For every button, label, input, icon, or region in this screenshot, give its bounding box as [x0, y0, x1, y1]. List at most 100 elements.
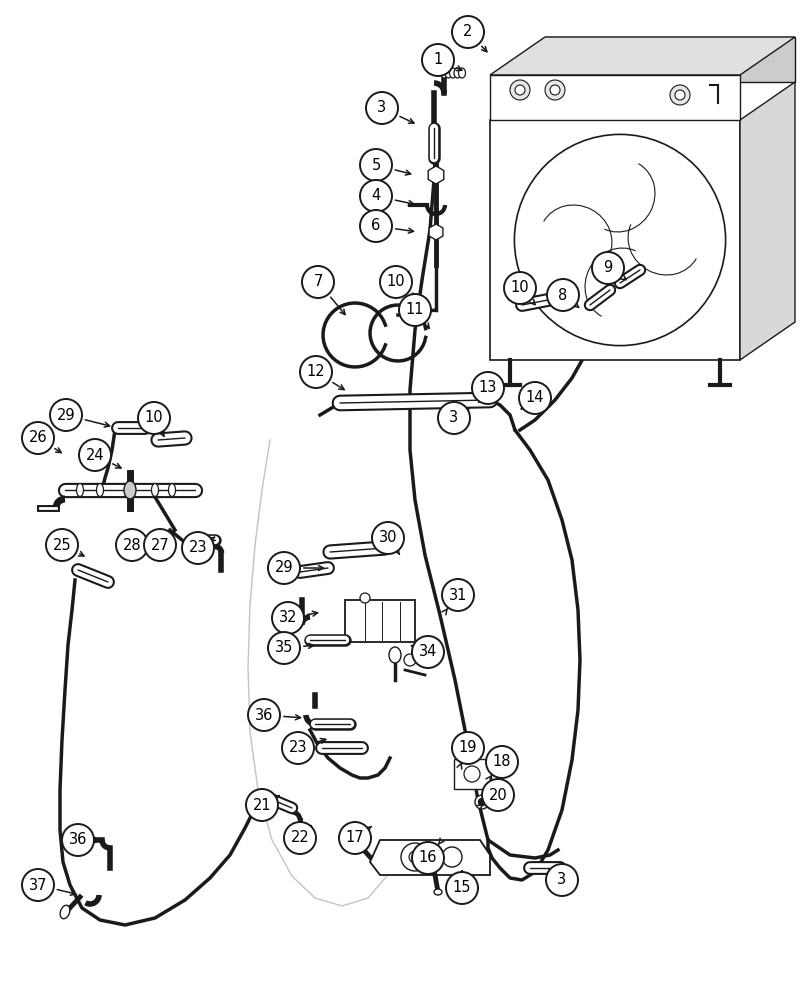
- Text: 29: 29: [274, 560, 294, 576]
- Circle shape: [62, 824, 94, 856]
- Circle shape: [79, 439, 111, 471]
- Circle shape: [246, 789, 278, 821]
- Circle shape: [404, 654, 416, 666]
- Circle shape: [670, 85, 690, 105]
- Circle shape: [446, 872, 478, 904]
- Circle shape: [452, 16, 484, 48]
- Text: 13: 13: [479, 380, 497, 395]
- Circle shape: [486, 746, 518, 778]
- Ellipse shape: [441, 68, 447, 78]
- Circle shape: [380, 266, 412, 298]
- Text: 15: 15: [453, 880, 471, 896]
- Polygon shape: [490, 75, 740, 120]
- Ellipse shape: [97, 484, 103, 496]
- Ellipse shape: [60, 905, 70, 919]
- Text: 7: 7: [314, 274, 322, 290]
- Circle shape: [515, 85, 525, 95]
- Text: 35: 35: [275, 641, 293, 656]
- Circle shape: [399, 294, 431, 326]
- Text: 23: 23: [189, 540, 207, 556]
- Text: 19: 19: [458, 740, 478, 756]
- Circle shape: [510, 80, 530, 100]
- Circle shape: [592, 252, 624, 284]
- Text: 10: 10: [386, 274, 406, 290]
- Polygon shape: [490, 120, 740, 360]
- Circle shape: [138, 402, 170, 434]
- Circle shape: [464, 766, 480, 782]
- Circle shape: [514, 134, 726, 346]
- Circle shape: [302, 266, 334, 298]
- Circle shape: [360, 593, 370, 603]
- Circle shape: [478, 798, 486, 806]
- Text: 28: 28: [122, 538, 142, 552]
- Text: 21: 21: [253, 798, 271, 812]
- Circle shape: [475, 795, 489, 809]
- Circle shape: [46, 529, 78, 561]
- Circle shape: [272, 602, 304, 634]
- Text: 29: 29: [57, 408, 75, 422]
- Circle shape: [339, 822, 371, 854]
- Circle shape: [360, 210, 392, 242]
- Ellipse shape: [450, 68, 457, 78]
- Circle shape: [50, 399, 82, 431]
- Text: 14: 14: [526, 390, 544, 406]
- Circle shape: [144, 529, 176, 561]
- Text: 22: 22: [290, 830, 310, 846]
- Text: 3: 3: [450, 410, 458, 426]
- Circle shape: [268, 552, 300, 584]
- Text: 23: 23: [289, 740, 307, 756]
- Text: 26: 26: [29, 430, 47, 446]
- Ellipse shape: [77, 484, 83, 496]
- Text: 27: 27: [150, 538, 170, 552]
- Circle shape: [182, 532, 214, 564]
- Circle shape: [372, 522, 404, 554]
- Circle shape: [360, 180, 392, 212]
- Circle shape: [546, 864, 578, 896]
- Ellipse shape: [169, 484, 175, 496]
- Ellipse shape: [348, 831, 358, 845]
- Text: 11: 11: [406, 302, 424, 318]
- Ellipse shape: [454, 68, 461, 78]
- FancyBboxPatch shape: [454, 759, 491, 789]
- Ellipse shape: [434, 889, 442, 895]
- Text: 1: 1: [434, 52, 442, 68]
- Text: 10: 10: [510, 280, 530, 296]
- Text: 36: 36: [255, 708, 273, 722]
- Circle shape: [452, 732, 484, 764]
- Circle shape: [519, 382, 551, 414]
- Circle shape: [409, 851, 421, 863]
- Circle shape: [547, 279, 579, 311]
- Text: 20: 20: [489, 788, 507, 802]
- Circle shape: [472, 372, 504, 404]
- Text: 2: 2: [463, 24, 473, 39]
- Text: 36: 36: [69, 832, 87, 848]
- Text: 3: 3: [558, 872, 566, 888]
- Ellipse shape: [389, 647, 401, 663]
- Circle shape: [401, 843, 429, 871]
- Circle shape: [282, 732, 314, 764]
- Circle shape: [22, 869, 54, 901]
- Text: 9: 9: [603, 260, 613, 275]
- Ellipse shape: [151, 484, 158, 496]
- Polygon shape: [490, 37, 795, 75]
- Text: 16: 16: [418, 850, 438, 865]
- Polygon shape: [370, 840, 490, 875]
- Text: 24: 24: [86, 448, 104, 462]
- Text: 31: 31: [449, 587, 467, 602]
- Text: 34: 34: [419, 645, 437, 660]
- Circle shape: [545, 80, 565, 100]
- Text: 37: 37: [29, 878, 47, 892]
- Circle shape: [550, 85, 560, 95]
- Text: 32: 32: [278, 610, 298, 626]
- Circle shape: [412, 636, 444, 668]
- Circle shape: [268, 632, 300, 664]
- Circle shape: [366, 92, 398, 124]
- Polygon shape: [740, 82, 795, 360]
- Circle shape: [675, 90, 685, 100]
- Text: 6: 6: [371, 219, 381, 233]
- Circle shape: [360, 149, 392, 181]
- Circle shape: [284, 822, 316, 854]
- Text: 30: 30: [378, 530, 398, 546]
- Ellipse shape: [458, 68, 466, 78]
- Circle shape: [22, 422, 54, 454]
